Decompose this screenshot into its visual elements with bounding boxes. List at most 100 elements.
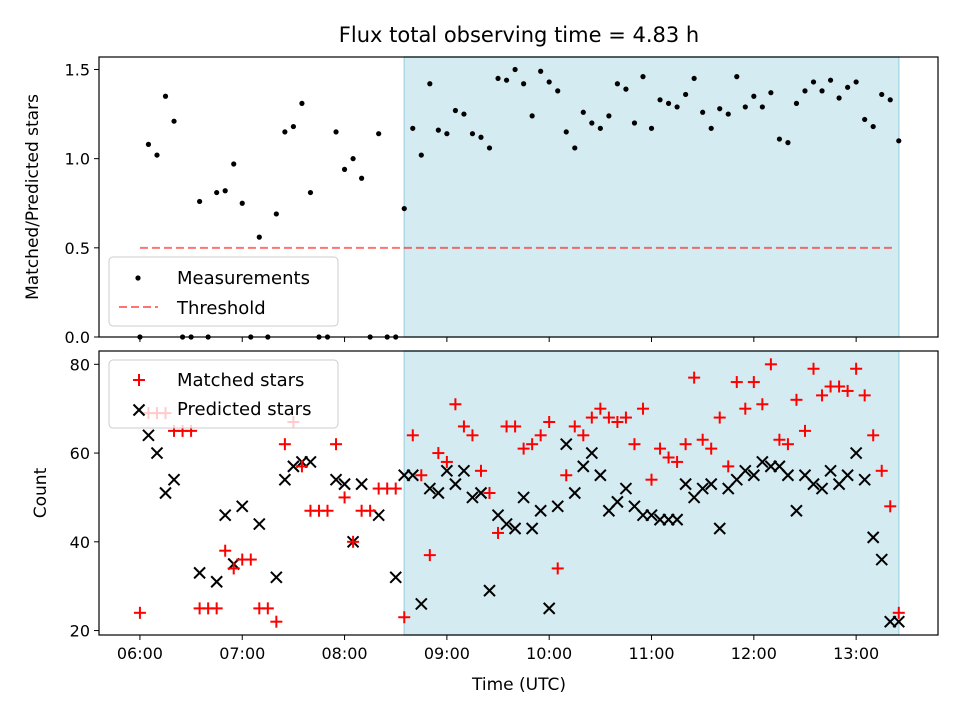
predicted-stars-points [142, 429, 905, 628]
measurement-point [410, 125, 416, 131]
count-legend: Matched stars Predicted stars [108, 359, 339, 429]
matched-stars-point [713, 411, 726, 424]
measurement-point [810, 79, 817, 85]
predicted-stars-point [739, 464, 752, 478]
count-y-axis-label: Count [31, 467, 51, 518]
measurement-point [896, 138, 902, 144]
ratio-panel: 0.0 0.5 1.0 1.5 Matched/Predicted stars Mea… [23, 56, 939, 347]
matched-stars-point [688, 371, 701, 384]
measurement-point [776, 136, 783, 142]
measurement-point [836, 95, 842, 101]
measurement-point [853, 79, 859, 85]
legend-matched-marker [133, 374, 145, 386]
legend-matched-label: Matched stars [177, 370, 304, 391]
predicted-stars-point [406, 469, 419, 482]
matched-stars-point [739, 402, 752, 415]
predicted-stars-point [287, 460, 300, 473]
measurement-point [793, 100, 800, 106]
matched-stars-point [219, 544, 232, 557]
matched-stars-point [636, 402, 649, 415]
measurement-point [862, 116, 868, 123]
matched-stars-point [568, 420, 581, 433]
matched-stars-point [457, 420, 470, 433]
measurement-point [461, 111, 467, 117]
matched-stars-point [432, 447, 445, 460]
matched-stars-point [543, 416, 556, 428]
matched-stars-point [807, 362, 820, 375]
predicted-stars-point [568, 486, 581, 500]
predicted-stars-point [517, 491, 530, 504]
predicted-stars-point [866, 531, 880, 544]
matched-stars-point [816, 389, 829, 402]
y-tick-label: 60 [70, 444, 90, 463]
predicted-stars-point [167, 473, 181, 486]
y-tick-label: 0.0 [65, 328, 90, 347]
legend-threshold-label: Threshold [176, 298, 266, 319]
time-x-axis-label: Time (UTC) [471, 675, 566, 695]
matched-stars-point [423, 549, 436, 562]
measurement-point [623, 86, 629, 92]
count-panel: 20 40 60 80 06:00 07:00 08:00 09:00 10:00 11:00 1… [31, 350, 939, 695]
matched-stars-point [560, 469, 573, 482]
predicted-stars-point [594, 469, 607, 482]
measurement-point [503, 77, 510, 83]
count-y-axis-ticks: 20 40 60 80 [70, 355, 99, 641]
predicted-stars-point [389, 571, 402, 584]
x-tick-label: 09:00 [424, 644, 470, 663]
measurement-point [819, 88, 825, 94]
matched-stars-point [415, 469, 428, 482]
predicted-stars-point [756, 455, 769, 469]
matched-stars-point [764, 358, 777, 371]
matched-stars-point [295, 460, 308, 473]
measurement-point [341, 166, 348, 172]
matched-stars-point [474, 464, 487, 477]
matched-stars-point [645, 473, 658, 486]
matched-stars-point [654, 442, 667, 455]
legend-plus-glyph [133, 374, 145, 386]
measurement-point [350, 156, 356, 162]
predicted-stars-point [483, 584, 496, 597]
measurement-point [427, 81, 433, 87]
measurement-point [759, 104, 765, 110]
ratio-legend: Measurements Threshold [108, 256, 339, 327]
predicted-stars-point [150, 446, 164, 460]
measurement-point [631, 120, 638, 126]
measurement-point [879, 91, 885, 98]
ratio-x-axis-ticks [139, 337, 857, 342]
matched-stars-point [594, 402, 607, 415]
measurement-point [768, 90, 774, 96]
measurement-point [572, 145, 578, 151]
observing-window-shade [403, 350, 900, 636]
measurement-point [563, 129, 569, 135]
matched-stars-point [773, 433, 786, 446]
matched-stars-point [466, 429, 479, 442]
measurement-point [478, 134, 484, 140]
measurement-point [222, 188, 228, 194]
predicted-stars-point [270, 571, 283, 584]
y-tick-label: 20 [70, 622, 90, 641]
measurement-point [691, 75, 697, 82]
x-tick-label: 11:00 [628, 644, 674, 663]
ratio-y-axis-ticks: 0.0 0.5 1.0 1.5 [65, 60, 99, 347]
matched-stars-point [551, 562, 564, 575]
predicted-stars-point [508, 522, 522, 535]
ratio-panel-frame [98, 56, 939, 338]
measurement-point [529, 113, 535, 119]
predicted-stars-point [253, 517, 266, 531]
measurement-point [725, 111, 731, 117]
measurement-point [708, 125, 714, 131]
matched-stars-point [509, 420, 522, 433]
measurement-point [734, 74, 740, 80]
measurement-point [887, 97, 893, 103]
predicted-stars-point [619, 482, 633, 495]
matched-stars-point [781, 438, 794, 451]
x-tick-label: 08:00 [322, 644, 368, 663]
predicted-stars-point [841, 469, 854, 482]
predicted-stars-point [747, 469, 761, 482]
measurement-point [282, 129, 288, 135]
predicted-stars-point [585, 446, 599, 460]
matched-stars-point [705, 442, 718, 455]
measurement-point [751, 93, 757, 99]
matched-stars-point [790, 393, 803, 406]
legend-measurements-label: Measurements [177, 268, 310, 289]
